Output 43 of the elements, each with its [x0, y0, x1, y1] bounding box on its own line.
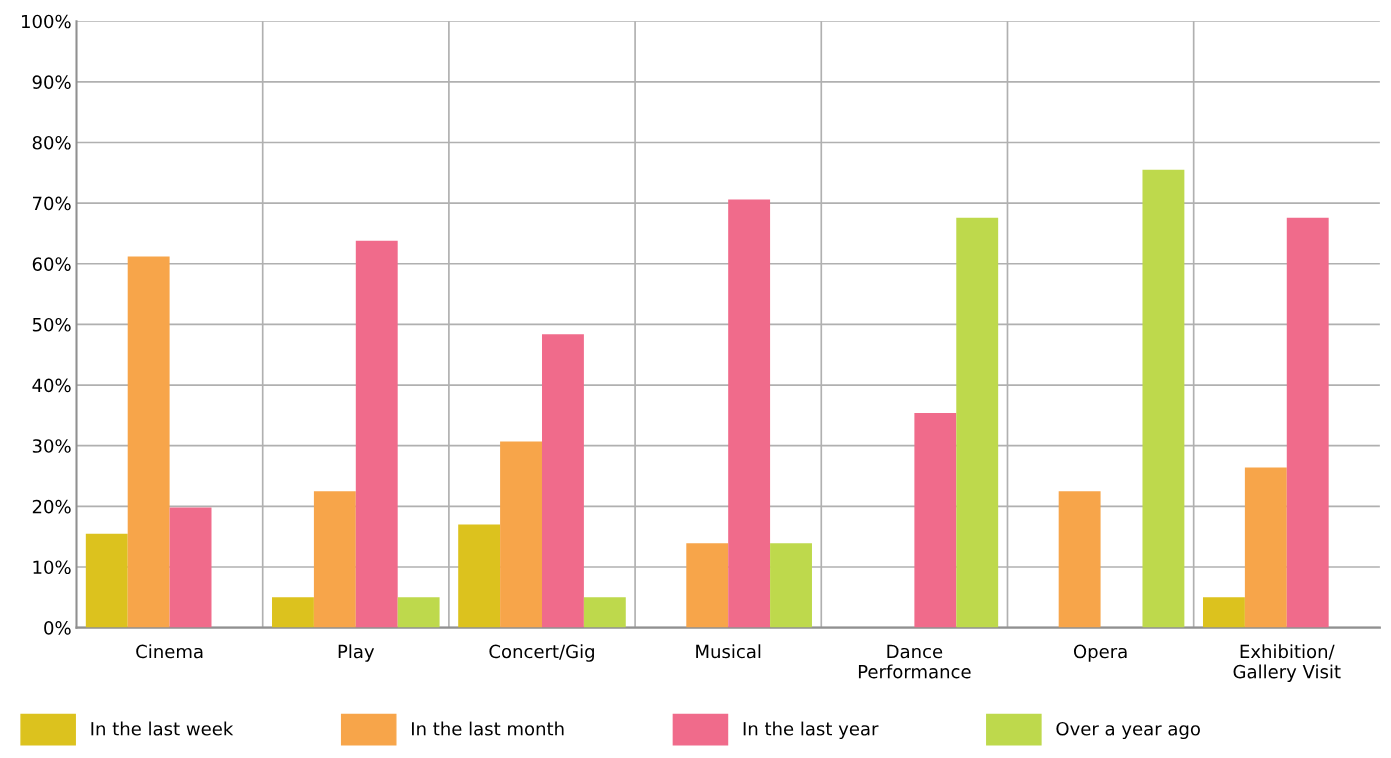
legend-label: Over a year ago — [1056, 721, 1200, 740]
y-tick-label: 90% — [32, 75, 71, 89]
x-tick-label: Opera — [1073, 644, 1127, 662]
bar — [686, 543, 729, 628]
y-tick-label: 20% — [32, 499, 71, 514]
x-tick-label: Play — [338, 644, 375, 662]
y-tick-label: 10% — [33, 560, 71, 575]
bar — [914, 412, 957, 628]
legend-label: In the last month — [412, 721, 564, 736]
x-tick-label: Cinema — [136, 644, 203, 659]
legend-label: In the last week — [91, 721, 234, 736]
bar — [85, 533, 128, 628]
y-tick-label: 70% — [32, 196, 71, 211]
bar — [1058, 491, 1101, 628]
bar — [728, 199, 771, 628]
bar — [1244, 467, 1287, 628]
bar — [583, 597, 626, 628]
y-tick-label: 80% — [32, 135, 71, 150]
bar — [541, 334, 584, 628]
bar — [1202, 597, 1245, 628]
bar — [355, 240, 398, 628]
y-tick-label: 30% — [32, 439, 71, 453]
y-tick-label: 50% — [32, 317, 71, 332]
bar — [1142, 169, 1185, 628]
bar — [1286, 217, 1329, 628]
bar — [169, 507, 212, 628]
bar — [458, 524, 501, 628]
bar — [397, 597, 440, 628]
x-tick-label: Musical — [696, 644, 761, 659]
x-tick-label: Dance Performance — [858, 644, 971, 679]
y-tick-label: 40% — [32, 378, 71, 393]
y-tick-label: 100% — [22, 14, 71, 29]
bar — [770, 543, 812, 628]
legend-label: In the last year — [743, 721, 879, 740]
y-tick-label: 60% — [32, 257, 71, 271]
bar — [956, 217, 999, 628]
bar — [313, 491, 356, 628]
y-tick-label: 0% — [44, 621, 71, 635]
bar — [127, 256, 170, 628]
bar — [500, 441, 542, 628]
bar — [272, 597, 314, 628]
x-tick-label: Exhibition/ Gallery Visit — [1233, 644, 1341, 682]
x-tick-label: Concert/Gig — [489, 644, 594, 662]
